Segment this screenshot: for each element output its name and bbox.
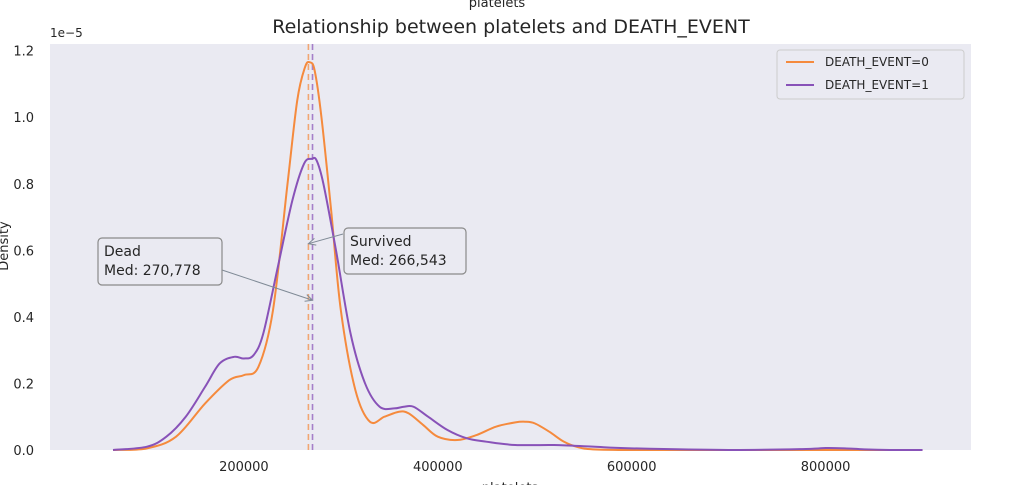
annotation-arrowhead-survived [307,238,317,246]
annotation-arrowhead-dead [304,294,314,302]
y-tick-label: 1.2 [13,45,34,60]
series-line-1 [112,156,923,452]
y-tick-label: 0.0 [13,444,34,459]
legend-label-1: DEATH_EVENT=1 [825,78,929,92]
annotation-arrow-survived [308,233,344,245]
annotation-text-dead-line1: Dead [104,244,141,260]
annotation-text-survived-line2: Med: 266,543 [350,253,447,269]
x-axis-label: platelets [482,481,539,485]
chart-title: Relationship between platelets and DEATH… [272,16,750,38]
y-tick-label: 0.2 [13,377,34,392]
x-tick-label: 400000 [413,460,463,475]
series-line-0 [112,60,923,452]
legend-frame [776,49,965,100]
y-tick-label: 0.8 [13,178,34,193]
annotations: Survived Med: 266,543 Dead Med: 270,778 [97,227,467,302]
y-tick-label: 0.4 [13,311,34,326]
annotation-text-dead-line2: Med: 270,778 [104,263,201,279]
annotation-text-survived-line1: Survived [350,234,411,250]
median-lines [307,44,314,450]
y-axis-label: Density [0,221,12,271]
annotation-box-dead [97,237,223,286]
series-lines [112,60,923,452]
y-offset-text: 1e−5 [50,26,83,40]
x-tick-label: 600000 [607,460,657,475]
y-axis: 0.0 0.2 0.4 0.6 0.8 1.0 1.2 [13,45,34,459]
annotation-arrow-dead [221,269,313,301]
x-tick-label: 200000 [219,460,269,475]
chart-top-label: platelets [469,0,526,11]
x-axis: 200000 400000 600000 800000 [219,460,850,475]
legend: DEATH_EVENT=0 DEATH_EVENT=1 [776,49,965,100]
y-tick-label: 0.6 [13,244,34,259]
x-tick-label: 800000 [801,460,851,475]
legend-label-0: DEATH_EVENT=0 [825,55,929,69]
annotation-box-survived [343,227,467,275]
y-tick-label: 1.0 [13,111,34,126]
